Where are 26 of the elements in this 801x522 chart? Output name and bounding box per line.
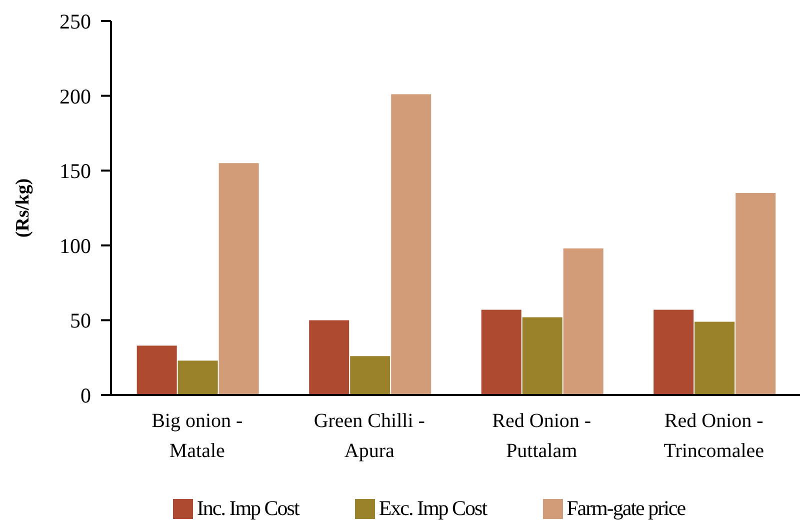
bar (694, 322, 735, 395)
y-tick-label: 250 (60, 9, 91, 34)
bar (136, 346, 177, 395)
legend-label: Farm-gate price (566, 496, 686, 521)
y-tick-label: 100 (60, 234, 91, 258)
y-tick-label: 0 (80, 383, 91, 408)
bar (563, 248, 604, 395)
bar (736, 193, 776, 395)
legend-label: Exc. Imp Cost (378, 496, 487, 521)
legend-label: Inc. Imp Cost (196, 496, 299, 521)
bar (654, 310, 694, 395)
x-tick-label: Green Chilli - Apura (314, 410, 425, 462)
y-tick-label: 50 (70, 308, 91, 333)
bar (522, 317, 562, 395)
bar (350, 356, 390, 395)
x-tick-label: Big onion - Matale (152, 410, 243, 462)
bar (309, 320, 350, 395)
y-tick-label: 200 (60, 84, 91, 108)
bar (218, 163, 259, 395)
x-tick-label: Red Onion - Puttalam (492, 410, 592, 462)
bar (481, 310, 522, 395)
bar (178, 360, 218, 395)
y-axis-title: (Rs/kg) (12, 178, 34, 238)
y-tick-label: 150 (60, 159, 91, 184)
bar (391, 94, 432, 395)
x-tick-label: Red Onion - Trincomalee (664, 410, 764, 462)
